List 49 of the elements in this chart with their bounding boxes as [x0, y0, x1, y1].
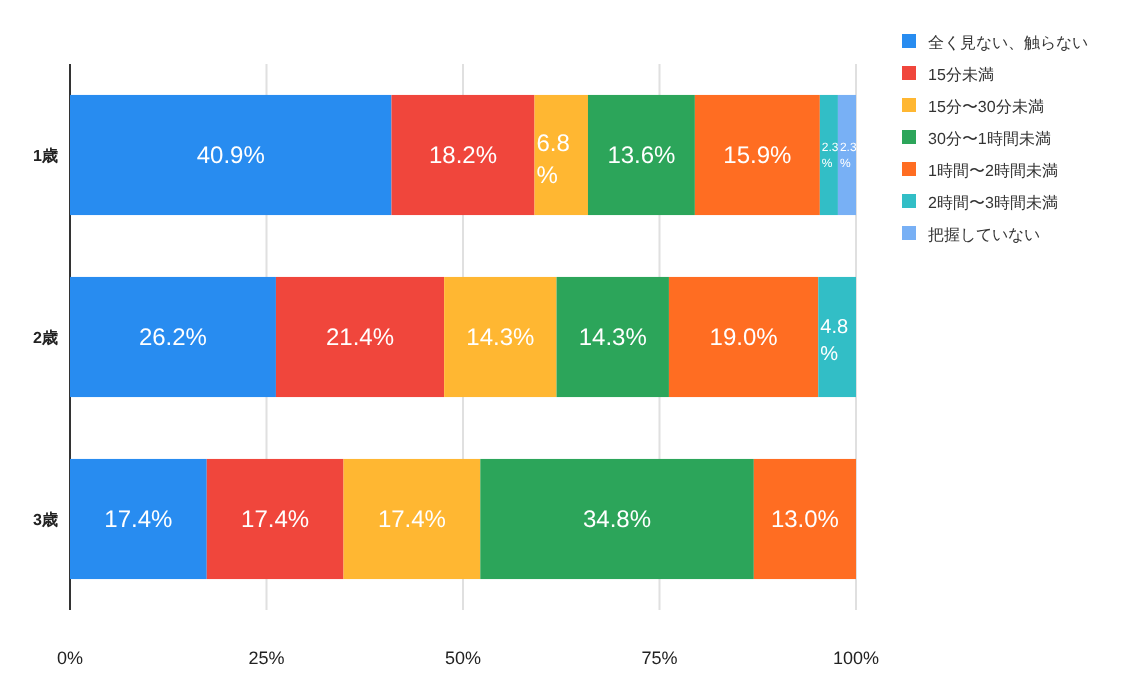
- legend-label: 1時間〜2時間未満: [928, 162, 1058, 180]
- bar: [343, 458, 481, 580]
- bar: [70, 94, 392, 216]
- legend-label: 15分〜30分未満: [928, 98, 1044, 116]
- bar: [818, 276, 856, 398]
- bar: [70, 458, 207, 580]
- y-tick-label: 2歳: [33, 329, 58, 347]
- legend-label: 全く見ない、触らない: [928, 34, 1088, 52]
- y-tick-label: 3歳: [33, 511, 58, 529]
- data-label: 4.8%: [820, 317, 849, 367]
- legend-label: 15分未満: [928, 66, 994, 84]
- bar: [206, 458, 344, 580]
- y-tick-label: 1歳: [33, 147, 58, 165]
- bar: [694, 94, 820, 216]
- bar: [587, 94, 695, 216]
- bar: [819, 94, 838, 216]
- bar: [534, 94, 588, 216]
- bar: [275, 276, 445, 398]
- bar: [444, 276, 557, 398]
- bar: [556, 276, 669, 398]
- bar: [480, 458, 754, 580]
- data-label: 15.9%: [723, 141, 793, 169]
- legend-label: 2時間〜3時間未満: [928, 194, 1058, 212]
- data-label: 18.2%: [428, 141, 498, 169]
- data-label: 26.2%: [138, 323, 208, 351]
- x-tick-label: 75%: [641, 648, 678, 668]
- data-label: 13.6%: [607, 141, 677, 169]
- legend-label: 30分〜1時間未満: [928, 130, 1051, 148]
- data-label: 21.4%: [326, 323, 395, 351]
- data-label: 17.4%: [377, 505, 447, 533]
- bar: [70, 276, 276, 398]
- data-label: 6.8%: [536, 129, 571, 190]
- data-label: 17.4%: [241, 505, 310, 533]
- data-label: 14.3%: [578, 323, 648, 351]
- legend-label: 把握していない: [928, 226, 1040, 244]
- bar: [837, 94, 856, 216]
- data-label: 19.0%: [709, 323, 779, 351]
- x-tick-label: 25%: [248, 648, 285, 668]
- bar: [391, 94, 535, 216]
- bar: [668, 276, 819, 398]
- x-tick-label: 100%: [832, 648, 880, 668]
- bar: [753, 458, 856, 580]
- x-tick-label: 50%: [444, 648, 482, 668]
- data-label: 14.3%: [466, 323, 536, 351]
- data-label: 34.8%: [583, 505, 652, 533]
- data-label: 17.4%: [104, 505, 174, 533]
- data-label: 13.0%: [770, 505, 840, 533]
- data-label: 40.9%: [196, 141, 266, 169]
- x-tick-label: 0%: [56, 648, 84, 668]
